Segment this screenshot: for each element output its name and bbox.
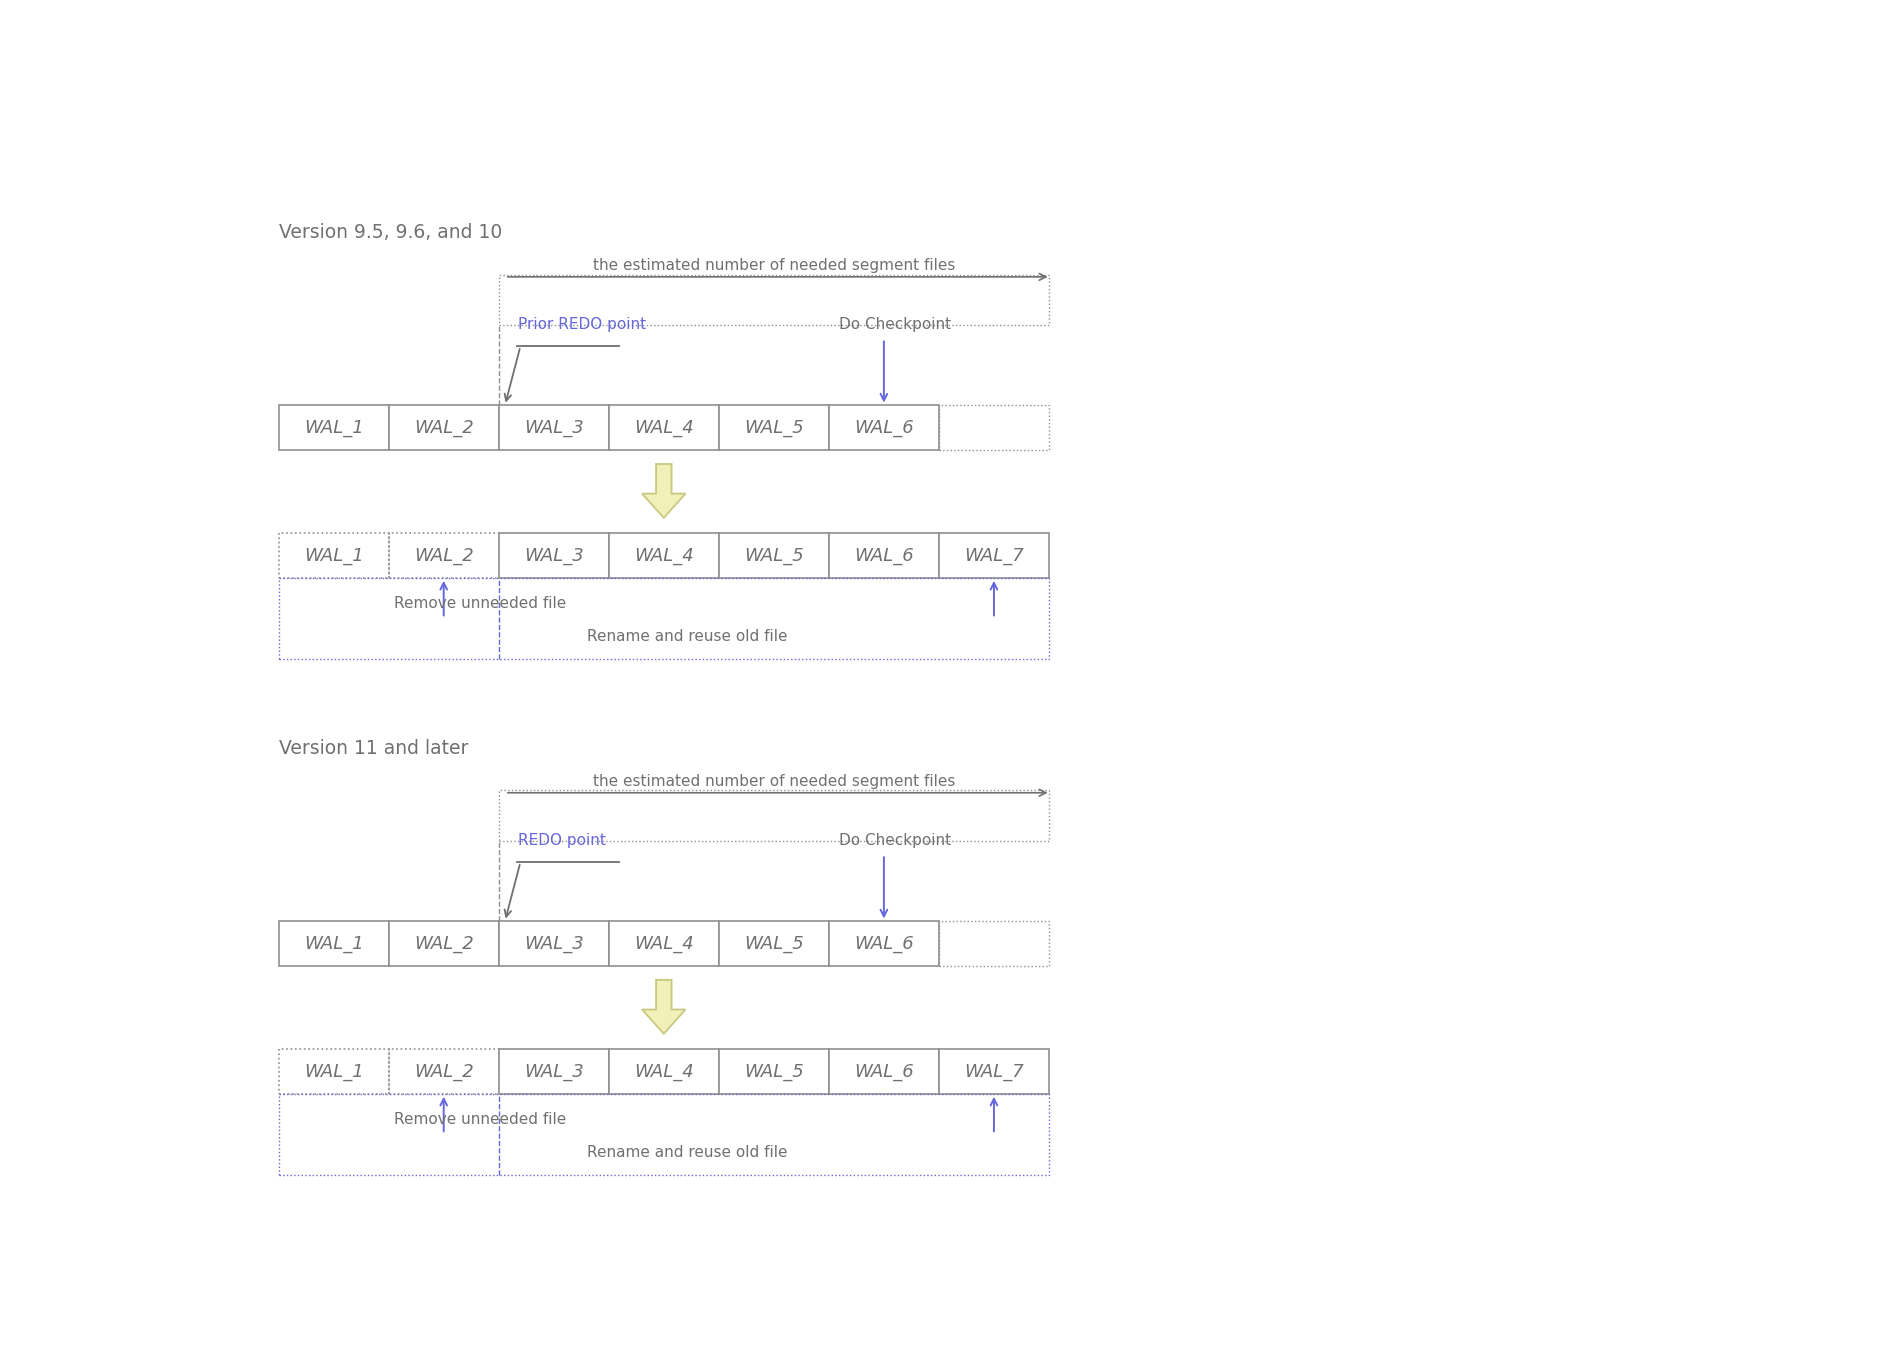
FancyBboxPatch shape	[389, 405, 498, 450]
FancyBboxPatch shape	[829, 1049, 938, 1094]
FancyBboxPatch shape	[498, 921, 608, 966]
Text: Rename and reuse old file: Rename and reuse old file	[587, 629, 787, 644]
Text: WAL_7: WAL_7	[965, 1063, 1023, 1080]
Text: WAL_5: WAL_5	[744, 1063, 804, 1080]
FancyBboxPatch shape	[938, 533, 1050, 578]
Text: Prior REDO point: Prior REDO point	[517, 318, 646, 333]
Text: WAL_2: WAL_2	[413, 547, 474, 565]
FancyBboxPatch shape	[719, 1049, 829, 1094]
FancyBboxPatch shape	[498, 1049, 608, 1094]
Text: Do Checkpoint: Do Checkpoint	[840, 318, 952, 333]
Text: Version 9.5, 9.6, and 10: Version 9.5, 9.6, and 10	[279, 222, 502, 241]
Text: WAL_6: WAL_6	[853, 1063, 914, 1080]
Text: WAL_7: WAL_7	[965, 547, 1023, 565]
Text: WAL_4: WAL_4	[634, 1063, 693, 1080]
Text: WAL_2: WAL_2	[413, 1063, 474, 1080]
Text: WAL_5: WAL_5	[744, 419, 804, 436]
FancyBboxPatch shape	[279, 405, 389, 450]
Text: WAL_5: WAL_5	[744, 547, 804, 565]
Text: WAL_4: WAL_4	[634, 419, 693, 436]
Text: WAL_3: WAL_3	[523, 1063, 583, 1080]
Text: Remove unneeded file: Remove unneeded file	[395, 596, 566, 611]
FancyBboxPatch shape	[829, 921, 938, 966]
Text: WAL_4: WAL_4	[634, 547, 693, 565]
FancyBboxPatch shape	[498, 405, 608, 450]
Polygon shape	[642, 464, 685, 518]
FancyBboxPatch shape	[938, 1049, 1050, 1094]
Text: WAL_1: WAL_1	[304, 1063, 364, 1080]
Text: WAL_6: WAL_6	[853, 547, 914, 565]
Text: WAL_1: WAL_1	[304, 934, 364, 952]
FancyBboxPatch shape	[719, 405, 829, 450]
FancyBboxPatch shape	[608, 1049, 719, 1094]
FancyBboxPatch shape	[608, 405, 719, 450]
FancyBboxPatch shape	[829, 405, 938, 450]
Text: WAL_6: WAL_6	[853, 419, 914, 436]
FancyBboxPatch shape	[279, 921, 389, 966]
Text: Version 11 and later: Version 11 and later	[279, 739, 468, 757]
FancyBboxPatch shape	[498, 533, 608, 578]
Text: the estimated number of needed segment files: the estimated number of needed segment f…	[593, 258, 955, 273]
Text: Remove unneeded file: Remove unneeded file	[395, 1112, 566, 1127]
Text: WAL_4: WAL_4	[634, 934, 693, 952]
Text: WAL_1: WAL_1	[304, 547, 364, 565]
Text: WAL_3: WAL_3	[523, 419, 583, 436]
FancyBboxPatch shape	[719, 921, 829, 966]
Text: WAL_2: WAL_2	[413, 419, 474, 436]
FancyBboxPatch shape	[829, 533, 938, 578]
Text: WAL_5: WAL_5	[744, 934, 804, 952]
Text: WAL_6: WAL_6	[853, 934, 914, 952]
Polygon shape	[642, 979, 685, 1034]
Text: Rename and reuse old file: Rename and reuse old file	[587, 1144, 787, 1159]
Text: WAL_1: WAL_1	[304, 419, 364, 436]
Text: REDO point: REDO point	[517, 833, 606, 848]
Text: Do Checkpoint: Do Checkpoint	[840, 833, 952, 848]
FancyBboxPatch shape	[389, 921, 498, 966]
Text: WAL_3: WAL_3	[523, 547, 583, 565]
FancyBboxPatch shape	[608, 533, 719, 578]
FancyBboxPatch shape	[719, 533, 829, 578]
Text: WAL_2: WAL_2	[413, 934, 474, 952]
FancyBboxPatch shape	[608, 921, 719, 966]
Text: the estimated number of needed segment files: the estimated number of needed segment f…	[593, 773, 955, 788]
Text: WAL_3: WAL_3	[523, 934, 583, 952]
